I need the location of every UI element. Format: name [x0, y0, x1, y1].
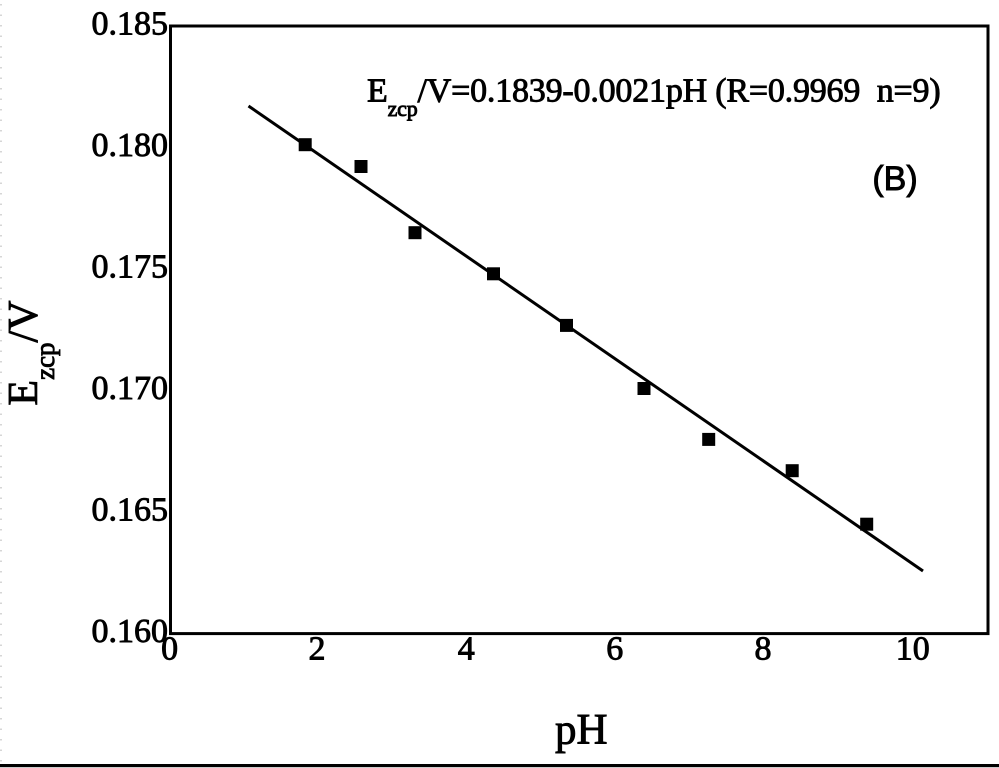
svg-text:4: 4 — [458, 631, 475, 668]
svg-text:0.160: 0.160 — [92, 613, 169, 650]
svg-text:0.180: 0.180 — [92, 127, 169, 164]
svg-text:8: 8 — [755, 631, 772, 668]
svg-text:6: 6 — [606, 631, 623, 668]
svg-text:Ezcp/V: Ezcp/V — [1, 300, 60, 405]
svg-text:2: 2 — [309, 631, 326, 668]
svg-text:0.175: 0.175 — [92, 249, 169, 286]
svg-text:0: 0 — [161, 631, 178, 668]
svg-text:pH: pH — [555, 707, 608, 754]
svg-text:10: 10 — [896, 631, 930, 668]
svg-text:0.185: 0.185 — [92, 6, 169, 43]
svg-text:Ezcp/V=0.1839-0.0021pH (R=0.99: Ezcp/V=0.1839-0.0021pH (R=0.9969 n=9) — [367, 73, 940, 122]
svg-text:0.170: 0.170 — [92, 370, 169, 407]
svg-text:0.165: 0.165 — [92, 492, 169, 529]
svg-text:(B): (B) — [872, 160, 917, 198]
